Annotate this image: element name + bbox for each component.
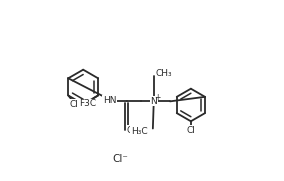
Text: Cl: Cl [186,126,195,135]
Text: F3C: F3C [79,99,96,108]
Text: H₃C: H₃C [131,127,147,136]
Text: O: O [126,126,133,135]
Text: N: N [151,97,157,106]
Text: CH₃: CH₃ [156,69,173,78]
Text: +: + [154,93,160,102]
Text: Cl⁻: Cl⁻ [112,154,128,164]
Text: HN: HN [103,96,116,105]
Text: Cl: Cl [69,100,78,109]
